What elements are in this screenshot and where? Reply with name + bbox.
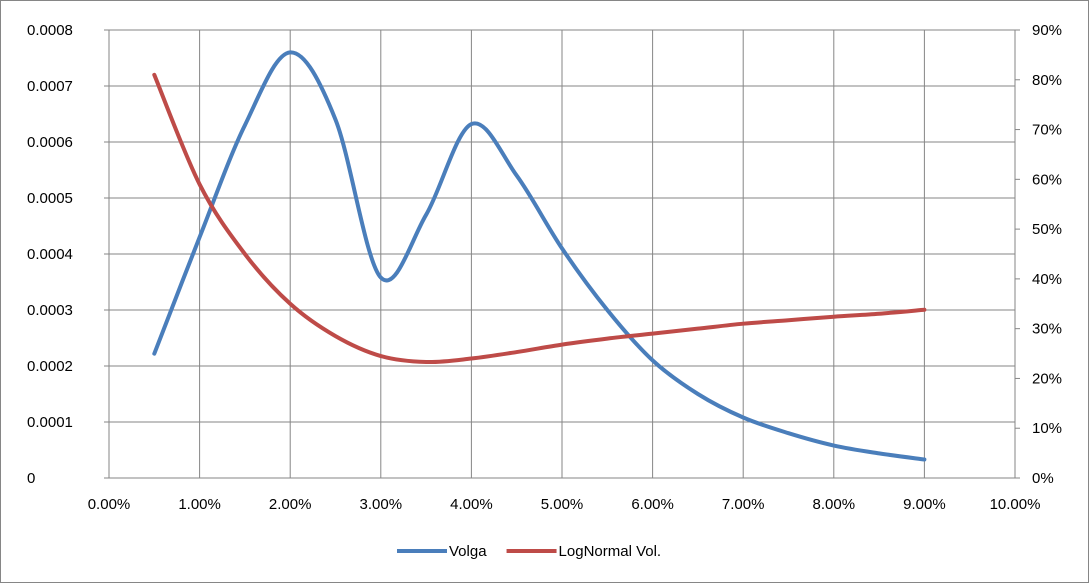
- x-tick-label: 3.00%: [360, 496, 403, 513]
- x-tick-label: 1.00%: [178, 496, 221, 513]
- y-left-tick-label: 0.0002: [27, 358, 73, 375]
- x-tick-label: 5.00%: [541, 496, 584, 513]
- x-tick-label: 10.00%: [990, 496, 1041, 513]
- y-left-tick-label: 0.0006: [27, 134, 73, 151]
- y-left-tick-label: 0.0001: [27, 414, 73, 431]
- y-left-tick-label: 0.0008: [27, 22, 73, 39]
- y-right-tick-label: 0%: [1032, 470, 1054, 487]
- x-tick-label: 7.00%: [722, 496, 765, 513]
- series-group: [152, 50, 927, 462]
- x-tick-label: 6.00%: [631, 496, 674, 513]
- y-right-tick-label: 30%: [1032, 321, 1062, 338]
- y-left-tick-label: 0.0007: [27, 78, 73, 95]
- y-left-tick-label: 0.0003: [27, 302, 73, 319]
- plot-area-border: [108, 29, 1016, 479]
- x-tick-label: 4.00%: [450, 496, 493, 513]
- x-tick-label: 9.00%: [903, 496, 946, 513]
- x-tick-label: 2.00%: [269, 496, 312, 513]
- y-right-tick-label: 60%: [1032, 171, 1062, 188]
- y-left-tick-label: 0.0004: [27, 246, 73, 263]
- y-right-tick-label: 50%: [1032, 221, 1062, 238]
- x-tick-label: 8.00%: [813, 496, 856, 513]
- y-right-tick-label: 90%: [1032, 22, 1062, 39]
- series-line-lognormal-vol: [152, 72, 927, 365]
- y-right-tick-label: 40%: [1032, 271, 1062, 288]
- tick-labels: 0.00% 1.00% 2.00% 3.00% 4.00% 5.00% 6.00% 7.00%…: [27, 22, 1062, 513]
- y-left-tick-label: 0: [27, 470, 35, 487]
- series-line-volga: [152, 50, 927, 462]
- y-left-tick-label: 0.0005: [27, 190, 73, 207]
- x-tick-label: 0.00%: [88, 496, 131, 513]
- y-right-tick-label: 80%: [1032, 72, 1062, 89]
- y-right-tick-label: 70%: [1032, 122, 1062, 139]
- legend-label-lognormal-vol: LogNormal Vol.: [559, 543, 662, 560]
- legend: Volga LogNormal Vol.: [397, 543, 661, 560]
- y-right-tick-label: 10%: [1032, 420, 1062, 437]
- legend-label-volga: Volga: [449, 543, 487, 560]
- y-right-tick-label: 20%: [1032, 370, 1062, 387]
